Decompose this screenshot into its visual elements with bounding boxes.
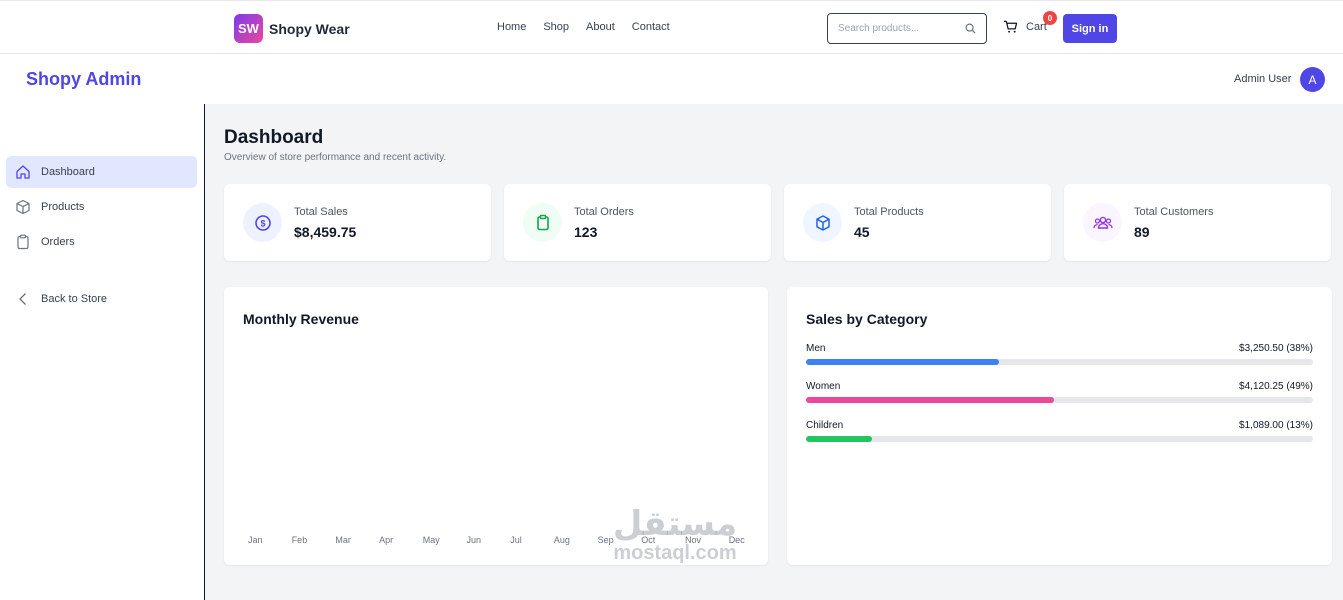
month-tick-label: Aug: [553, 535, 570, 545]
cart-count-badge: 0: [1043, 11, 1057, 25]
home-icon: [16, 165, 30, 179]
category-track: [806, 397, 1313, 403]
search-box: [827, 13, 987, 44]
stat-value: 123: [574, 224, 598, 240]
category-name: Children: [806, 420, 844, 431]
page-title: Dashboard: [224, 127, 324, 148]
nav-about-link[interactable]: About: [586, 21, 615, 33]
nav-shop-link[interactable]: Shop: [543, 21, 570, 33]
sidebar-item-label: Back to Store: [41, 293, 108, 305]
month-tick-label: Mar: [335, 535, 351, 545]
main-content: Dashboard Overview of store performance …: [205, 104, 1343, 600]
sidebar-divider: [204, 104, 205, 600]
monthly-revenue-title: Monthly Revenue: [243, 311, 359, 327]
category-bar-fill: [806, 436, 872, 442]
stat-label: Total Orders: [574, 206, 634, 218]
sidebar-item-label: Orders: [41, 236, 75, 248]
month-tick-label: Jun: [466, 535, 482, 545]
category-value: $3,250.50 (38%): [1239, 343, 1313, 354]
sidebar-item-label: Products: [41, 201, 85, 213]
clipboard-icon: [17, 234, 29, 250]
stat-label: Total Sales: [294, 206, 348, 218]
stat-icon-wrap: [803, 203, 842, 242]
main-nav: Home Shop About Contact: [497, 21, 687, 33]
category-value: $4,120.25 (49%): [1239, 381, 1313, 392]
search-input[interactable]: [838, 23, 958, 34]
nav-home-link[interactable]: Home: [497, 21, 527, 33]
avatar[interactable]: A: [1300, 67, 1325, 92]
top-navbar: SW Shopy Wear Home Shop About Contact Ca…: [0, 0, 1343, 54]
category-track: [806, 359, 1313, 365]
admin-user-name: Admin User: [1234, 73, 1292, 85]
cart-label: Cart: [1026, 21, 1047, 33]
stat-icon-wrap: $: [243, 203, 282, 242]
sidebar-item-label: Dashboard: [41, 166, 95, 178]
chevron-left-icon: [19, 293, 26, 305]
stat-label: Total Products: [854, 206, 924, 218]
stat-card-total-customers: Total Customers 89: [1064, 184, 1331, 261]
month-tick-label: Oct: [641, 535, 656, 545]
category-value: $1,089.00 (13%): [1239, 420, 1313, 431]
stat-value: $8,459.75: [294, 224, 357, 240]
dollar-icon: $: [254, 214, 271, 231]
search-icon[interactable]: [965, 23, 976, 34]
sidebar-item-orders[interactable]: Orders: [6, 226, 197, 258]
month-tick-label: Nov: [685, 535, 702, 545]
category-name: Women: [806, 381, 841, 392]
stat-icon-wrap: [523, 203, 562, 242]
stat-card-total-orders: Total Orders 123: [504, 184, 771, 261]
month-tick-label: Jul: [510, 535, 522, 545]
stat-value: 89: [1134, 224, 1150, 240]
box-icon: [16, 199, 30, 215]
brand-logo: SW: [234, 14, 263, 43]
stat-value: 45: [854, 224, 870, 240]
users-icon: [1092, 216, 1113, 229]
admin-title[interactable]: Shopy Admin: [26, 69, 142, 89]
cart-icon: [1003, 20, 1018, 33]
month-tick-label: Dec: [728, 535, 745, 545]
month-tick-label: Sep: [597, 535, 614, 545]
brand[interactable]: SW Shopy Wear: [234, 14, 350, 43]
clipboard-icon: [536, 214, 549, 230]
sidebar-item-products[interactable]: Products: [6, 191, 197, 223]
svg-text:$: $: [260, 218, 265, 228]
month-tick-label: May: [422, 535, 440, 545]
brand-name: Shopy Wear: [269, 20, 350, 37]
stat-card-total-products: Total Products 45: [784, 184, 1051, 261]
category-name: Men: [806, 343, 826, 354]
sales-by-category-panel: Sales by Category Men $3,250.50 (38%) Wo…: [787, 287, 1332, 565]
sales-by-category-title: Sales by Category: [806, 311, 928, 327]
stat-icon-wrap: [1083, 203, 1122, 242]
nav-contact-link[interactable]: Contact: [631, 21, 670, 33]
cart-button[interactable]: Cart 0: [1003, 11, 1057, 34]
category-track: [806, 436, 1313, 442]
sidebar-item-dashboard[interactable]: Dashboard: [6, 156, 197, 188]
category-bar-fill: [806, 397, 1055, 403]
sign-in-button[interactable]: Sign in: [1063, 14, 1117, 43]
sidebar-item-back-to-store[interactable]: Back to Store: [6, 283, 197, 315]
category-bar-fill: [806, 359, 999, 365]
month-tick-label: Apr: [379, 535, 394, 545]
stat-card-total-sales: $ Total Sales $8,459.75: [224, 184, 491, 261]
month-tick-label: Jan: [248, 535, 263, 545]
stat-label: Total Customers: [1134, 206, 1214, 218]
monthly-revenue-panel: Monthly Revenue Jan Feb Mar Apr May Jun Jul Aug…: [224, 287, 768, 565]
page-subtitle: Overview of store performance and recent…: [224, 152, 447, 163]
month-tick-label: Feb: [291, 535, 308, 545]
cube-icon: [815, 214, 830, 231]
